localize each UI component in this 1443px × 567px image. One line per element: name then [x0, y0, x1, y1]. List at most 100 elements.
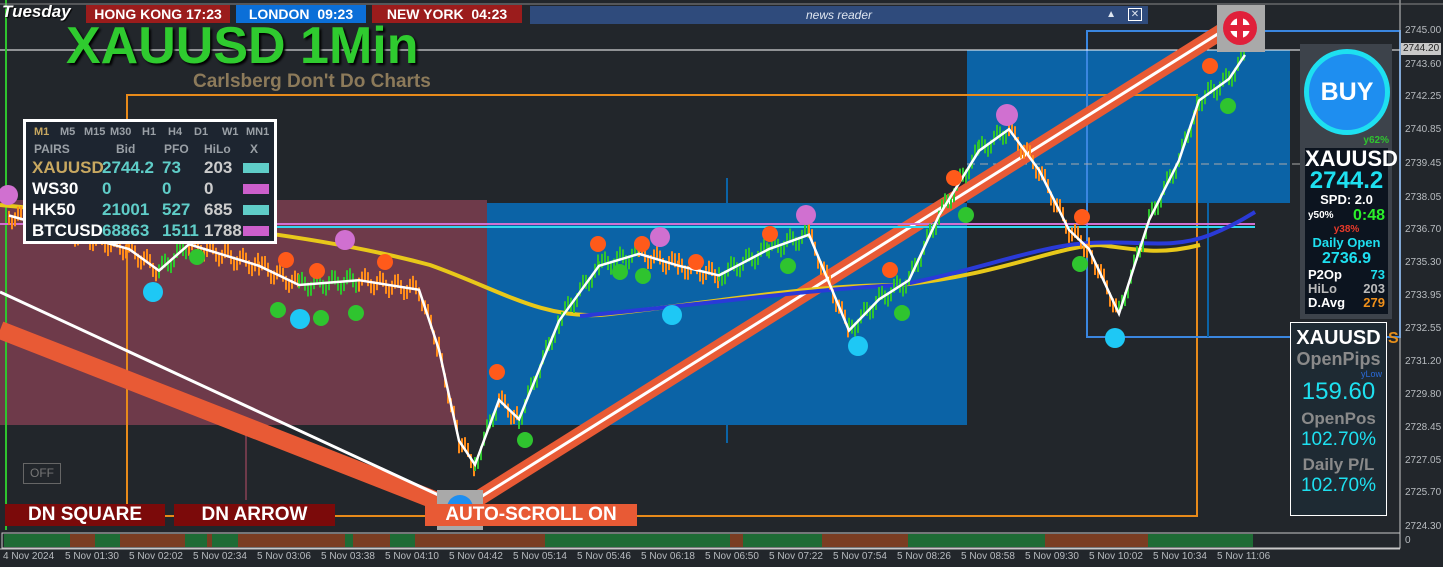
dn-arrow-button[interactable]: DN ARROW [174, 504, 335, 526]
pair-name[interactable]: HK50 [32, 200, 76, 219]
pair-hilo: 203 [204, 158, 233, 177]
clock-city: HONG KONG [94, 6, 183, 22]
time-tick-label: 5 Nov 02:02 [129, 551, 183, 562]
pair-name[interactable]: WS30 [32, 179, 79, 198]
news-reader-bar[interactable]: news reader ▲ ✕ [530, 6, 1148, 24]
close-box-icon[interactable]: ✕ [1128, 8, 1142, 21]
auto-scroll-button[interactable]: AUTO-SCROLL ON [425, 504, 637, 526]
signal-dot-green [635, 268, 651, 284]
dn-square-button[interactable]: DN SQUARE [5, 504, 165, 526]
pair-bid: 2744.2 [102, 158, 154, 177]
indicator-segment [95, 534, 120, 547]
signal-dots [0, 58, 1236, 448]
time-tick-label: 4 Nov 2024 [3, 551, 55, 562]
pair-close-swatch[interactable] [243, 205, 269, 215]
timeframe-h4[interactable]: H4 [168, 126, 183, 138]
trend-line-up [459, 18, 1241, 512]
pair-close-swatch[interactable] [243, 184, 269, 194]
price-tick-label: 2729.80 [1405, 389, 1442, 401]
clock-hong-kong: HONG KONG 17:23 [86, 5, 230, 23]
pairs-table: M1 M5 M15 M30 H1 H4 D1 W1 MN1 PAIRS Bid PFO HiLo X XAU… [23, 119, 277, 244]
signal-dot-red [946, 170, 962, 186]
price-tick-label: 2743.60 [1405, 58, 1442, 70]
price-tick-label: 2724.30 [1405, 521, 1442, 532]
timeframe-w1[interactable]: W1 [222, 126, 239, 138]
timeframe-m5[interactable]: M5 [60, 126, 76, 138]
pair-name[interactable]: BTCUSD [32, 221, 103, 240]
time-tick-label: 5 Nov 05:46 [577, 551, 631, 562]
price-tick-label: 2725.70 [1405, 487, 1442, 499]
triangle-up-icon[interactable]: ▲ [1106, 9, 1116, 20]
range-box [967, 50, 1290, 203]
open-pos-label: OpenPos [1301, 409, 1376, 428]
position-panel: XAUUSD OpenPips yLow 159.60 OpenPos 102.… [1290, 322, 1387, 516]
signal-dot-green [348, 305, 364, 321]
indicator-segment [120, 534, 185, 547]
time-tick-label: 5 Nov 06:18 [641, 551, 695, 562]
indicator-segment [207, 534, 212, 547]
open-pips-value: 159.60 [1301, 378, 1376, 405]
time-tick-label: 5 Nov 05:14 [513, 551, 567, 562]
indicator-segment [1148, 534, 1253, 547]
price-tick-label: 2739.45 [1405, 157, 1442, 169]
pair-pfo: 73 [162, 158, 181, 177]
fib-label: y62% [1363, 135, 1389, 146]
signal-dot-pink [996, 104, 1018, 126]
p2op-value: 73 [1370, 267, 1385, 282]
signal-dot-pink [0, 185, 18, 205]
price-tick-label: 2731.20 [1405, 355, 1442, 367]
signal-dot-cyan [662, 305, 682, 325]
signal-dot-red [377, 254, 393, 270]
time-tick-label: 5 Nov 03:06 [257, 551, 311, 562]
indicator-segment [1045, 534, 1148, 547]
indicator-segment [70, 534, 95, 547]
time-tick-label: 5 Nov 07:22 [769, 551, 823, 562]
timeframe-m15[interactable]: M15 [84, 126, 106, 138]
bar-timer: 0:48 [1352, 207, 1385, 224]
clock-city: NEW YORK [386, 6, 464, 22]
signal-dot-green [612, 264, 628, 280]
symbol-info: XAUUSD 2744.2 SPD: 2.0 y50% 0:48 y38% Da… [1305, 148, 1398, 314]
price-tick-label: 2738.05 [1405, 191, 1442, 203]
pair-close-swatch[interactable] [243, 163, 269, 173]
indicator-segment [212, 534, 238, 547]
signal-dot-red [1074, 209, 1090, 225]
column-header: PAIRS [34, 142, 70, 156]
price-tick-label: 2742.25 [1405, 90, 1442, 102]
daily-open-label: Daily Open [1312, 235, 1381, 250]
trend-line-down [0, 290, 461, 507]
timeframe-h1[interactable]: H1 [142, 126, 157, 138]
open-pos-value: 102.70% [1300, 429, 1376, 450]
timeframe-d1[interactable]: D1 [194, 126, 209, 138]
indicator-segment [4, 534, 70, 547]
davg-value: 279 [1363, 295, 1385, 310]
pair-hilo: 685 [204, 200, 233, 219]
time-tick-label: 5 Nov 09:30 [1025, 551, 1079, 562]
timeframe-m30[interactable]: M30 [110, 126, 132, 138]
clock-city: LONDON [248, 6, 310, 22]
pair-pfo: 527 [162, 200, 191, 219]
current-price-label: 2744.20 [1401, 43, 1442, 55]
timeframe-mn1[interactable]: MN1 [246, 126, 270, 138]
current-price: 2744.2 [1309, 167, 1384, 194]
signal-dot-red [489, 364, 505, 380]
chart-subtitle: Carlsberg Don't Do Charts [193, 71, 431, 92]
signal-panel: BUY y62% XAUUSD 2744.2 SPD: 2.0 y50% 0:4… [1300, 44, 1398, 319]
signal-dot-cyan [848, 336, 868, 356]
pair-close-swatch[interactable] [243, 226, 269, 236]
clock-time: 04:23 [471, 6, 508, 22]
signal-dot-cyan [143, 282, 163, 302]
chart-title: XAUUSD 1Min [66, 17, 419, 75]
time-tick-label: 5 Nov 01:30 [65, 551, 119, 562]
signal-dot-red [309, 263, 325, 279]
timeframe-m1[interactable]: M1 [34, 126, 50, 138]
time-tick-label: 5 Nov 04:42 [449, 551, 503, 562]
off-toggle[interactable]: OFF [23, 463, 61, 484]
clock-london: LONDON 09:23 [236, 5, 366, 23]
daily-open-value: 2736.9 [1322, 250, 1371, 267]
pair-name[interactable]: XAUUSD [32, 158, 104, 177]
buy-button[interactable]: BUY [1304, 49, 1390, 135]
column-header: X [250, 142, 259, 156]
spread: SPD: 2.0 [1320, 192, 1373, 207]
